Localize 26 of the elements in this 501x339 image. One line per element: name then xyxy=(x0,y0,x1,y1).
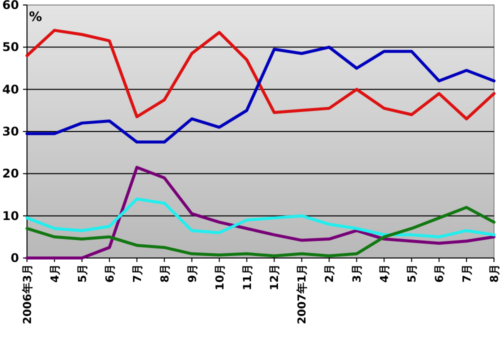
x-tick-label: 7月 xyxy=(460,264,474,283)
x-tick-label: 4月 xyxy=(48,264,62,283)
x-tick-label: 4月 xyxy=(378,264,392,283)
x-tick-label: 6月 xyxy=(103,264,116,283)
x-tick-label: 9月 xyxy=(186,264,199,283)
x-tick-label: 2006年3月 xyxy=(21,264,34,324)
y-tick-label: 10 xyxy=(2,208,19,223)
x-tick-label: 11月 xyxy=(240,264,254,290)
y-tick-label: 30 xyxy=(2,124,19,138)
y-tick-label: 60 xyxy=(2,0,19,12)
x-tick-label: 7月 xyxy=(130,264,144,283)
y-tick-label: 50 xyxy=(2,40,19,54)
x-tick-label: 2007年1月 xyxy=(296,264,309,324)
x-tick-label: 12月 xyxy=(268,264,282,290)
x-tick-label: 8月 xyxy=(488,264,501,283)
x-tick-label: 3月 xyxy=(350,264,364,283)
y-tick-label: 40 xyxy=(2,82,19,96)
x-tick-label: 2月 xyxy=(323,264,336,283)
y-tick-label: 0 xyxy=(10,251,19,265)
y-tick-label: 20 xyxy=(2,166,19,181)
x-tick-label: 5月 xyxy=(406,264,419,283)
x-tick-label: 5月 xyxy=(76,264,89,283)
y-axis-title: % xyxy=(29,10,42,25)
x-tick-label: 10月 xyxy=(213,264,226,290)
x-tick-label: 8月 xyxy=(158,264,172,283)
x-tick-label: 6月 xyxy=(433,264,446,283)
